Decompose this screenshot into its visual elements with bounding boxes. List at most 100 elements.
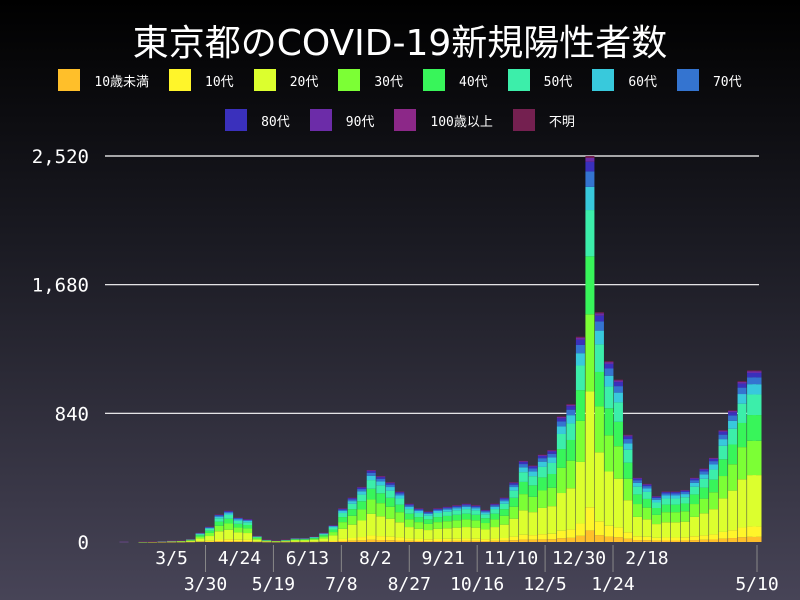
bar-segment [585,157,595,162]
bar-segment [718,439,728,446]
bar-segment [195,536,205,539]
bar-segment [214,539,224,542]
bar-segment [461,505,471,507]
bar-segment [423,530,433,540]
bar-segment [651,499,661,503]
legend-swatch [58,69,81,91]
bar-segment [233,523,243,528]
bar-segment [642,486,652,489]
bar-segment [699,468,709,470]
bar-segment [224,513,234,515]
bar-segment [347,509,357,516]
bar-segment [585,171,595,187]
bar-segment [433,517,443,523]
bar-segment [547,487,557,507]
bar-segment [699,487,709,499]
y-tick-label: 840 [55,403,89,425]
bar-segment [752,373,762,378]
bar-segment [347,501,357,504]
bar-segment [528,485,538,497]
bar-segment [357,540,367,542]
bar-segment [214,541,224,542]
bar-segment [471,514,481,521]
bar-segment [290,539,300,540]
bar-segment [319,541,329,542]
bar-segment [395,498,405,505]
x-tick-label: 11/10 [484,548,538,569]
bar-segment [518,461,528,463]
bar-segment [671,540,680,542]
bar-segment [632,477,642,479]
bar-segment [594,371,604,407]
bar-segment [414,540,424,542]
bar-segment [471,520,481,528]
bar-segment [632,486,642,495]
bar-segment [671,537,680,541]
bar-segment [537,458,547,462]
bar-segment [233,517,243,519]
bar-segment [661,498,671,505]
bar-segment [632,540,642,542]
legend-row-1: 10歳未満 10代 20代 30代 40代 50代 60代 70代 [0,69,800,91]
x-tick-label: 12/5 [523,574,566,595]
bar-segment [366,472,376,476]
bar-segment [752,415,762,441]
bar-segment [632,504,642,517]
bar-segment [680,490,690,493]
bar-segment [205,532,215,537]
bar-segment [556,417,566,419]
legend-label: 10代 [205,74,234,90]
bar-segment [252,539,262,542]
bar-segment [566,404,576,407]
bar-segment [632,482,642,487]
bar-segment [747,377,757,385]
bar-segment [718,430,728,432]
bar-segment [623,435,633,437]
y-tick-label: 2,520 [32,146,89,168]
bar-segment [376,493,386,504]
bar-segment [737,447,747,480]
bar-segment [366,475,376,481]
bar-segment [528,539,538,542]
bar-segment [752,370,762,372]
bar-segment [366,488,376,500]
bar-segment [528,496,538,513]
bar-segment [490,504,500,506]
legend-label: 70代 [712,74,742,90]
bar-segment [224,511,234,514]
bar-segment [547,451,557,454]
bar-segment [680,503,690,512]
bar-segment [566,409,576,416]
bar-segment [547,450,557,452]
bar-segment [594,521,604,536]
bar-segment [490,506,500,510]
bar-segment [537,466,547,478]
chart-title: 東京都のCOVID-19新規陽性者数 [132,23,668,64]
bar-segment [747,384,757,395]
legend-item: 80代 [225,109,290,131]
bar-segment [728,410,738,413]
bar-segment [385,506,395,519]
bar-segment [604,525,614,537]
bar-segment [518,494,528,511]
bar-segment [376,503,386,517]
bar-segment [709,479,719,493]
bar-segment [480,512,490,515]
bar-segment [319,533,329,535]
legend-label: 20代 [289,74,319,90]
bar-segment [642,484,652,485]
legend-item: 90代 [309,109,374,131]
x-tick-label: 10/16 [450,574,504,595]
bar-segment [518,481,528,495]
bar-segment [594,312,604,314]
bar-segment [575,390,585,421]
bar-segment [404,513,414,520]
bar-segment [537,461,547,467]
legend-swatch [394,109,417,131]
bar-segment [243,541,253,542]
bar-segment [690,482,700,487]
bar-segment [556,433,566,450]
bar-segment [509,487,519,491]
bar-segment [699,535,709,540]
bar-segment [243,533,253,540]
